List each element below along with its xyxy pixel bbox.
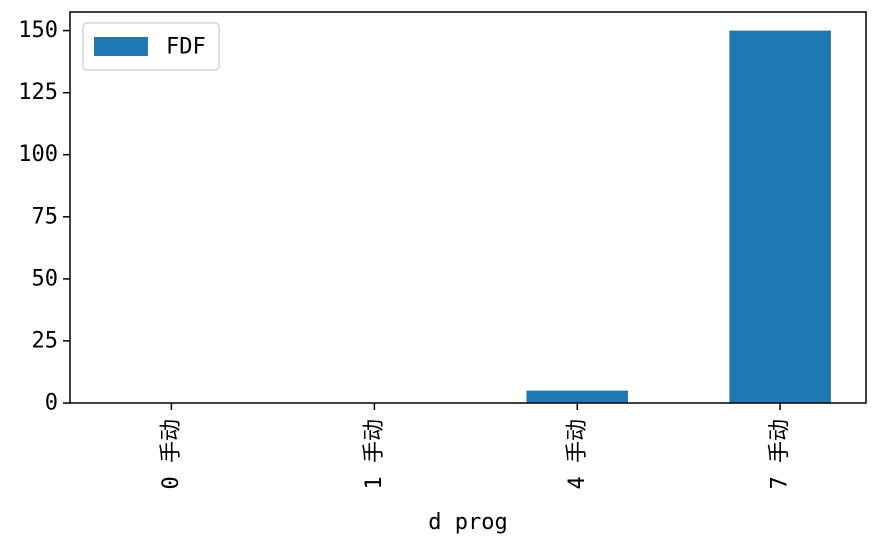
- plot-frame: [69, 11, 867, 404]
- x-tick-label: 4 手动: [565, 419, 590, 490]
- legend-swatch-fdf: [94, 37, 148, 56]
- y-tick-label: 50: [32, 266, 59, 291]
- legend-label-fdf: FDF: [166, 35, 206, 60]
- y-axis: 0 25 50 75 100 125 150: [18, 18, 70, 416]
- legend: FDF: [82, 22, 220, 71]
- bar-3: [526, 390, 628, 403]
- x-axis-label: d prog: [428, 510, 507, 535]
- y-tick-label: 25: [32, 328, 59, 353]
- x-tick-label: 1 手动: [362, 419, 387, 490]
- y-tick-label: 75: [32, 204, 59, 229]
- y-tick-label: 150: [18, 18, 58, 43]
- x-tick-label: 7 手动: [768, 419, 793, 490]
- x-tick-label: 0 手动: [159, 419, 184, 490]
- y-tick-label: 0: [45, 391, 58, 416]
- y-tick-label: 125: [18, 80, 58, 105]
- bars: [526, 30, 831, 403]
- y-tick-label: 100: [18, 142, 58, 167]
- bar-4: [729, 30, 831, 403]
- x-axis: 0 手动 1 手动 4 手动 7 手动: [159, 403, 793, 490]
- legend-box: [82, 22, 220, 71]
